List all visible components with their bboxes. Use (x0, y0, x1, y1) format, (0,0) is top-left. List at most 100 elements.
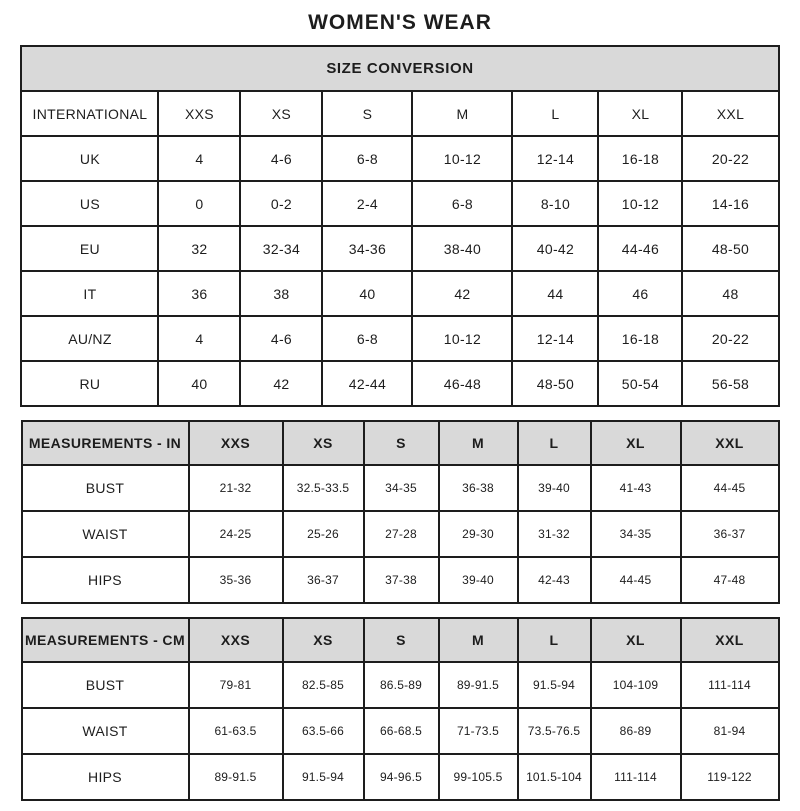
column-header: M (437, 617, 519, 663)
cell: 40-42 (511, 225, 600, 272)
cell: 47-48 (679, 556, 780, 604)
column-header: XS (281, 420, 365, 466)
cell: 66-68.5 (362, 707, 440, 755)
row-label: BUST (20, 661, 190, 709)
cell: 10-12 (411, 315, 514, 362)
cell: 89-91.5 (437, 661, 519, 709)
cell: 10-12 (411, 135, 514, 182)
cell: 82.5-85 (281, 661, 365, 709)
cell: 48 (681, 270, 780, 317)
cell: 34-35 (362, 464, 440, 512)
cell: 8-10 (511, 180, 600, 227)
cell: 38 (239, 270, 324, 317)
table-row: AU/NZ 4 4-6 6-8 10-12 12-14 16-18 20-22 (20, 315, 780, 362)
cell: 20-22 (681, 135, 780, 182)
cell: 46 (597, 270, 684, 317)
cell: 24-25 (187, 510, 284, 558)
cell: 32 (157, 225, 242, 272)
cell: 38-40 (411, 225, 514, 272)
cell: 94-96.5 (362, 753, 440, 801)
cell: 34-35 (589, 510, 682, 558)
cell: 0-2 (239, 180, 324, 227)
column-header: M (437, 420, 519, 466)
column-header: S (362, 420, 440, 466)
table-row: WAIST 24-25 25-26 27-28 29-30 31-32 34-3… (20, 510, 780, 558)
cell: 12-14 (511, 135, 600, 182)
column-header: XXL (681, 90, 780, 137)
row-label: BUST (20, 464, 190, 512)
cell: 6-8 (321, 135, 414, 182)
cell: 50-54 (597, 360, 684, 407)
size-conversion-table: SIZE CONVERSION INTERNATIONAL XXS XS S M… (20, 45, 780, 407)
column-header: XL (597, 90, 684, 137)
cell: 91.5-94 (516, 661, 592, 709)
row-label: EU (20, 225, 160, 272)
table-row: SIZE CONVERSION (20, 45, 780, 92)
column-header: XL (589, 420, 682, 466)
row-label: AU/NZ (20, 315, 160, 362)
table-row: UK 4 4-6 6-8 10-12 12-14 16-18 20-22 (20, 135, 780, 182)
measurements-in-table: MEASUREMENTS - IN XXS XS S M L XL XXL BU… (20, 420, 780, 604)
measurements-cm-table: MEASUREMENTS - CM XXS XS S M L XL XXL BU… (20, 617, 780, 801)
row-label: WAIST (20, 510, 190, 558)
cell: 4-6 (239, 135, 324, 182)
table-row: WAIST 61-63.5 63.5-66 66-68.5 71-73.5 73… (20, 707, 780, 755)
table-row: BUST 21-32 32.5-33.5 34-35 36-38 39-40 4… (20, 464, 780, 512)
cell: 42 (239, 360, 324, 407)
cell: 4-6 (239, 315, 324, 362)
cell: 29-30 (437, 510, 519, 558)
cell: 0 (157, 180, 242, 227)
cell: 44-45 (679, 464, 780, 512)
cell: 71-73.5 (437, 707, 519, 755)
cell: 35-36 (187, 556, 284, 604)
row-label: IT (20, 270, 160, 317)
cell: 21-32 (187, 464, 284, 512)
table-row: HIPS 89-91.5 91.5-94 94-96.5 99-105.5 10… (20, 753, 780, 801)
column-header: XS (239, 90, 324, 137)
column-header: L (516, 420, 592, 466)
cell: 40 (321, 270, 414, 317)
cell: 39-40 (437, 556, 519, 604)
table-row: IT 36 38 40 42 44 46 48 (20, 270, 780, 317)
table-row: INTERNATIONAL XXS XS S M L XL XXL (20, 90, 780, 137)
cell: 56-58 (681, 360, 780, 407)
cell: 91.5-94 (281, 753, 365, 801)
table-row: MEASUREMENTS - CM XXS XS S M L XL XXL (20, 617, 780, 663)
cell: 31-32 (516, 510, 592, 558)
cell: 41-43 (589, 464, 682, 512)
column-header: S (362, 617, 440, 663)
cell: 20-22 (681, 315, 780, 362)
cell: 32.5-33.5 (281, 464, 365, 512)
cell: 2-4 (321, 180, 414, 227)
cell: 111-114 (589, 753, 682, 801)
row-label: HIPS (20, 556, 190, 604)
row-label: RU (20, 360, 160, 407)
cell: 6-8 (321, 315, 414, 362)
cell: 99-105.5 (437, 753, 519, 801)
table-row: EU 32 32-34 34-36 38-40 40-42 44-46 48-5… (20, 225, 780, 272)
cell: 81-94 (679, 707, 780, 755)
cell: 119-122 (679, 753, 780, 801)
table-row: RU 40 42 42-44 46-48 48-50 50-54 56-58 (20, 360, 780, 407)
cell: 89-91.5 (187, 753, 284, 801)
cell: 86-89 (589, 707, 682, 755)
cell: 104-109 (589, 661, 682, 709)
table-row: HIPS 35-36 36-37 37-38 39-40 42-43 44-45… (20, 556, 780, 604)
cell: 86.5-89 (362, 661, 440, 709)
cell: 44 (511, 270, 600, 317)
column-header: XXS (157, 90, 242, 137)
measurements-cm-header: MEASUREMENTS - CM (20, 617, 190, 663)
cell: 40 (157, 360, 242, 407)
cell: 6-8 (411, 180, 514, 227)
cell: 46-48 (411, 360, 514, 407)
column-header: XXS (187, 420, 284, 466)
cell: 4 (157, 135, 242, 182)
cell: 44-46 (597, 225, 684, 272)
column-header: XXL (679, 420, 780, 466)
size-chart-page: { "title": "WOMEN'S WEAR", "size_convers… (0, 11, 800, 811)
cell: 101.5-104 (516, 753, 592, 801)
cell: 39-40 (516, 464, 592, 512)
row-label: US (20, 180, 160, 227)
cell: 32-34 (239, 225, 324, 272)
cell: 16-18 (597, 135, 684, 182)
